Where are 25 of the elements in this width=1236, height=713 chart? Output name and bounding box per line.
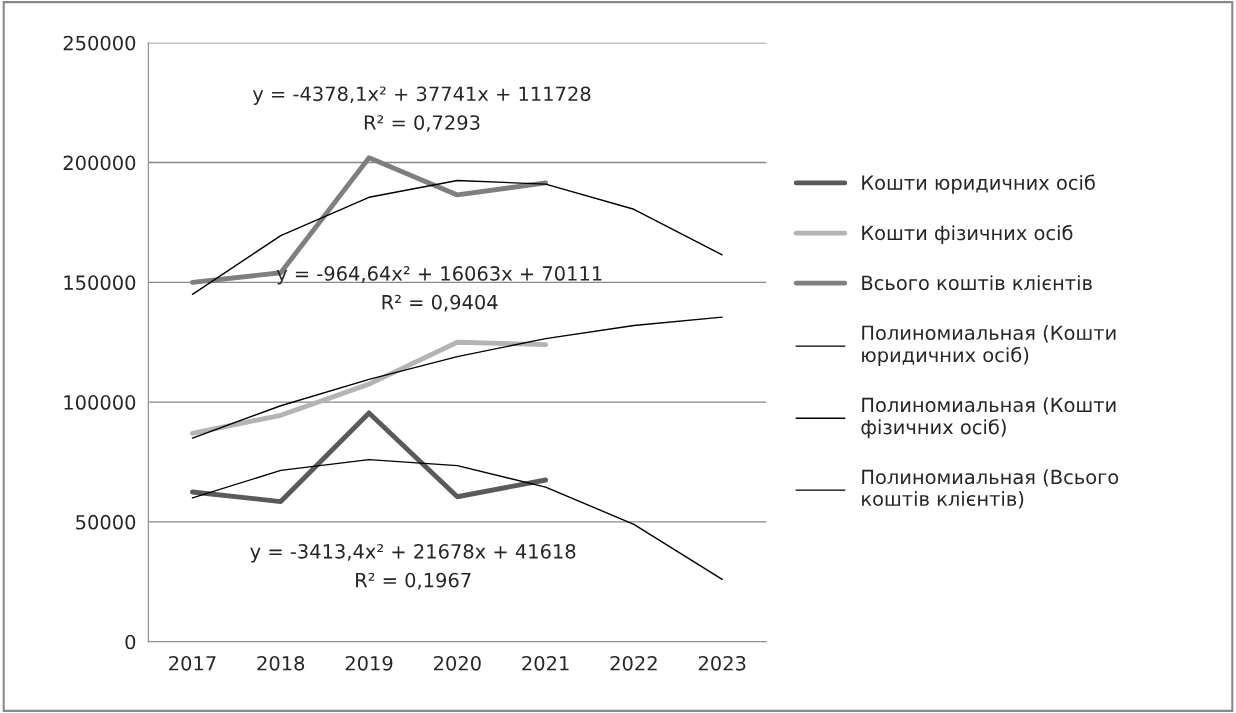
- x-tick-label: 2021: [522, 655, 569, 671]
- legend-label: Кошти фізичних осіб: [862, 224, 1073, 245]
- legend-label: Полиномиальная (Кошти юридичних осіб): [862, 325, 1116, 367]
- x-tick-label: 2019: [345, 655, 393, 671]
- legend-label: Всього коштів клієнтів: [862, 275, 1092, 291]
- annotation: y = -4378,1x² + 37741x + 111728: [252, 86, 591, 105]
- x-tick-label: 2022: [610, 655, 657, 671]
- annotation: R² = 0,7293: [364, 115, 480, 132]
- x-tick-label: 2017: [169, 655, 216, 671]
- annotation: R² = 0,1967: [356, 572, 471, 590]
- annotation: y = -964,64x² + 16063x + 70111: [276, 266, 602, 285]
- legend-label: Полиномиальная (Всього коштів клієнтів): [862, 469, 1119, 509]
- annotation: y = -3413,4x² + 21678x + 41618: [250, 543, 576, 563]
- x-tick-label: 2023: [698, 655, 746, 671]
- legend-label: Кошти юридичних осіб: [862, 174, 1095, 194]
- y-tick-label: 0: [125, 634, 136, 650]
- y-tick-label: 250000: [63, 35, 136, 51]
- x-tick-label: 2018: [257, 655, 305, 671]
- annotation: R² = 0,9404: [382, 294, 498, 312]
- y-tick-label: 50000: [76, 514, 136, 530]
- y-tick-label: 100000: [64, 395, 136, 410]
- x-tick-label: 2020: [434, 655, 481, 671]
- legend-label: Полиномиальная (Кошти фізичних осіб): [861, 397, 1116, 439]
- y-tick-label: 200000: [63, 155, 136, 171]
- y-tick-label: 150000: [64, 275, 136, 291]
